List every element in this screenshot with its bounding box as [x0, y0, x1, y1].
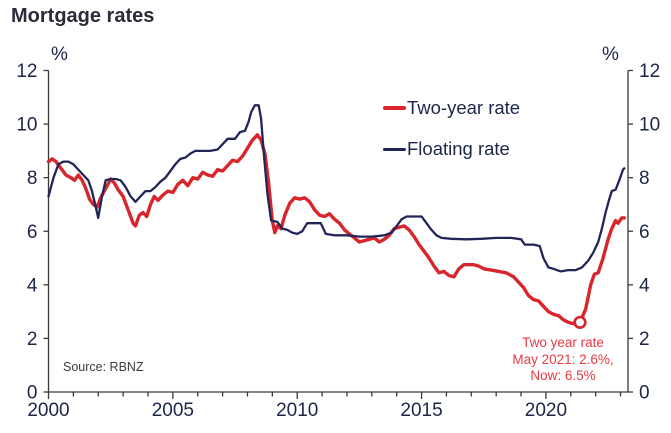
x-axis-tick-label: 2010: [276, 400, 318, 421]
right-axis-unit-label: %: [602, 44, 619, 65]
y-axis-tick-label-left: 12: [16, 61, 37, 82]
two-year-rate-line: [46, 133, 626, 326]
left-axis-unit-label: %: [51, 44, 68, 65]
annotation-line-1: Two year rate: [522, 335, 604, 350]
y-axis-tick-label-right: 8: [639, 168, 650, 189]
y-axis-tick-label-left: 0: [27, 383, 38, 404]
y-axis-tick-label-left: 2: [27, 329, 38, 350]
two-year-rate-line-swatch: [383, 105, 406, 111]
chart-title: Mortgage rates: [11, 5, 155, 27]
x-axis-tick-label: 2015: [400, 400, 442, 421]
may-2021-marker: [573, 315, 587, 329]
y-axis-tick-label-right: 4: [639, 275, 650, 296]
y-axis-tick-label-right: 6: [639, 222, 650, 243]
floating-rate-line-swatch: [383, 147, 406, 151]
legend-item-floating-rate: Floating rate: [383, 138, 520, 159]
annotation-line-3: Now: 6.5%: [530, 368, 596, 383]
annotation-two-year-rate: Two year rate May 2021: 2.6%, Now: 6.5%: [500, 335, 626, 385]
legend-label-two-year-rate: Two-year rate: [407, 97, 521, 118]
source-note: Source: RBNZ: [63, 360, 144, 374]
y-axis-tick-label-left: 6: [27, 222, 38, 243]
annotation-line-2: May 2021: 2.6%,: [512, 351, 614, 367]
y-axis-tick-label-right: 10: [639, 115, 660, 136]
floating-rate-line: [47, 104, 626, 273]
y-axis-tick-label-right: 2: [639, 329, 650, 350]
legend-label-floating-rate: Floating rate: [407, 138, 510, 159]
y-axis-tick-label-right: 12: [639, 61, 660, 82]
legend: Two-year rate Floating rate: [383, 97, 521, 180]
x-axis-tick-label: 2020: [525, 400, 567, 421]
y-axis-tick-label-left: 4: [27, 275, 38, 296]
y-axis-tick-label-left: 8: [27, 168, 38, 189]
legend-item-two-year-rate: Two-year rate: [383, 97, 521, 118]
x-axis-tick-label: 2000: [27, 400, 69, 421]
x-axis-tick-label: 2005: [152, 400, 194, 421]
y-axis-tick-label-right: 0: [639, 383, 650, 404]
y-axis-tick-label-left: 10: [16, 115, 37, 136]
